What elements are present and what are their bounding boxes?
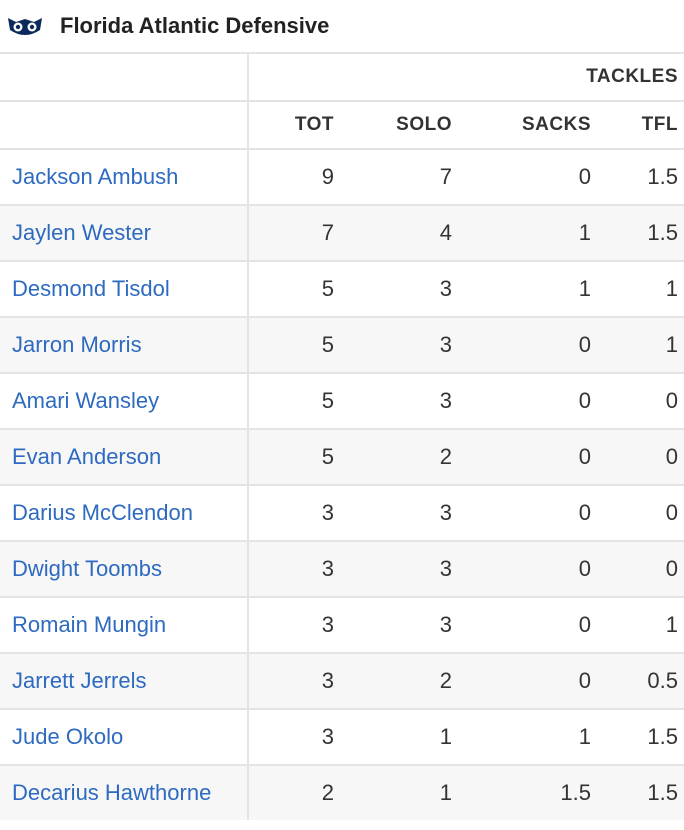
stat-cell: 1 bbox=[464, 260, 603, 317]
player-cell: Darius McClendon bbox=[0, 484, 249, 541]
stat-cell: 1.5 bbox=[464, 764, 603, 820]
player-link[interactable]: Darius McClendon bbox=[12, 500, 193, 525]
player-row: Decarius Hawthorne 2 1 1.5 1.5 bbox=[0, 764, 684, 820]
player-row: Darius McClendon 3 3 0 0 bbox=[0, 484, 684, 541]
player-row: Amari Wansley 5 3 0 0 bbox=[0, 372, 684, 429]
player-row: Jarron Morris 5 3 0 1 bbox=[0, 316, 684, 373]
stat-cell: 0 bbox=[464, 484, 603, 541]
player-cell: Dwight Toombs bbox=[0, 540, 249, 597]
player-link[interactable]: Evan Anderson bbox=[12, 444, 162, 469]
column-header: SOLO bbox=[346, 100, 464, 149]
player-link[interactable]: Jarrett Jerrels bbox=[12, 668, 147, 693]
stat-cell: 0 bbox=[464, 596, 603, 653]
player-link[interactable]: Jaylen Wester bbox=[12, 220, 151, 245]
player-link[interactable]: Amari Wansley bbox=[12, 388, 160, 413]
blank-header bbox=[0, 100, 249, 149]
player-link[interactable]: Jackson Ambush bbox=[12, 164, 179, 189]
stat-cell: 9 bbox=[248, 148, 346, 205]
stat-cell: 0.5 bbox=[603, 652, 684, 709]
stat-cell: 3 bbox=[346, 540, 464, 597]
stat-cell: 0 bbox=[464, 540, 603, 597]
stat-cell: 1 bbox=[346, 708, 464, 765]
stat-cell: 1.5 bbox=[603, 204, 684, 261]
player-row: Desmond Tisdol 5 3 1 1 bbox=[0, 260, 684, 317]
column-header: SACKS bbox=[464, 100, 603, 149]
stat-cell: 3 bbox=[346, 260, 464, 317]
stat-cell: 5 bbox=[248, 260, 346, 317]
player-cell: Romain Mungin bbox=[0, 596, 249, 653]
header: Florida Atlantic Defensive bbox=[0, 0, 684, 52]
stat-cell: 1 bbox=[603, 260, 684, 317]
player-row: Romain Mungin 3 3 0 1 bbox=[0, 596, 684, 653]
column-header-row: TOT SOLO SACKS TFL bbox=[0, 100, 684, 149]
stat-cell: 2 bbox=[346, 428, 464, 485]
stat-cell: 2 bbox=[248, 764, 346, 820]
stat-cell: 0 bbox=[603, 484, 684, 541]
player-cell: Jarron Morris bbox=[0, 316, 249, 373]
stat-cell: 1 bbox=[464, 708, 603, 765]
player-cell: Jackson Ambush bbox=[0, 148, 249, 205]
stat-cell: 0 bbox=[603, 372, 684, 429]
player-link[interactable]: Dwight Toombs bbox=[12, 556, 162, 581]
stats-table: TACKLES TOT SOLO SACKS TFL Jackson Ambush 9 7… bbox=[0, 52, 684, 820]
player-cell: Jarrett Jerrels bbox=[0, 652, 249, 709]
player-row: Jude Okolo 3 1 1 1.5 bbox=[0, 708, 684, 765]
player-cell: Jude Okolo bbox=[0, 708, 249, 765]
player-cell: Evan Anderson bbox=[0, 428, 249, 485]
player-row: Evan Anderson 5 2 0 0 bbox=[0, 428, 684, 485]
stat-cell: 5 bbox=[248, 428, 346, 485]
stat-cell: 3 bbox=[346, 316, 464, 373]
stat-cell: 1.5 bbox=[603, 148, 684, 205]
stat-cell: 1.5 bbox=[603, 764, 684, 820]
player-cell: Desmond Tisdol bbox=[0, 260, 249, 317]
stat-cell: 5 bbox=[248, 372, 346, 429]
group-header-row: TACKLES bbox=[0, 52, 684, 101]
group-header: TACKLES bbox=[248, 52, 684, 101]
stat-cell: 0 bbox=[603, 428, 684, 485]
stat-cell: 3 bbox=[346, 596, 464, 653]
player-cell: Decarius Hawthorne bbox=[0, 764, 249, 820]
player-cell: Jaylen Wester bbox=[0, 204, 249, 261]
stat-cell: 0 bbox=[603, 540, 684, 597]
stat-cell: 0 bbox=[464, 372, 603, 429]
stat-cell: 3 bbox=[346, 484, 464, 541]
stat-cell: 1 bbox=[346, 764, 464, 820]
stat-cell: 3 bbox=[346, 372, 464, 429]
stat-cell: 1 bbox=[603, 596, 684, 653]
player-link[interactable]: Romain Mungin bbox=[12, 612, 167, 637]
stat-cell: 1 bbox=[603, 316, 684, 373]
stat-cell: 3 bbox=[248, 708, 346, 765]
stat-cell: 0 bbox=[464, 428, 603, 485]
player-link[interactable]: Jarron Morris bbox=[12, 332, 142, 357]
player-link[interactable]: Decarius Hawthorne bbox=[12, 780, 212, 805]
player-cell: Amari Wansley bbox=[0, 372, 249, 429]
stat-cell: 1 bbox=[464, 204, 603, 261]
stat-cell: 3 bbox=[248, 596, 346, 653]
player-link[interactable]: Desmond Tisdol bbox=[12, 276, 170, 301]
column-header: TOT bbox=[248, 100, 346, 149]
team-logo bbox=[8, 18, 42, 35]
stat-cell: 3 bbox=[248, 540, 346, 597]
player-row: Jackson Ambush 9 7 0 1.5 bbox=[0, 148, 684, 205]
stat-cell: 3 bbox=[248, 652, 346, 709]
player-row: Jaylen Wester 7 4 1 1.5 bbox=[0, 204, 684, 261]
title: Florida Atlantic Defensive bbox=[60, 13, 330, 38]
stat-cell: 0 bbox=[464, 148, 603, 205]
player-row: Dwight Toombs 3 3 0 0 bbox=[0, 540, 684, 597]
column-header: TFL bbox=[603, 100, 684, 149]
stat-cell: 0 bbox=[464, 652, 603, 709]
stat-cell: 5 bbox=[248, 316, 346, 373]
stat-cell: 3 bbox=[248, 484, 346, 541]
blank-header bbox=[0, 52, 249, 101]
stat-cell: 7 bbox=[248, 204, 346, 261]
stat-cell: 4 bbox=[346, 204, 464, 261]
stat-cell: 2 bbox=[346, 652, 464, 709]
stat-cell: 0 bbox=[464, 316, 603, 373]
stat-cell: 7 bbox=[346, 148, 464, 205]
stat-cell: 1.5 bbox=[603, 708, 684, 765]
player-row: Jarrett Jerrels 3 2 0 0.5 bbox=[0, 652, 684, 709]
player-link[interactable]: Jude Okolo bbox=[12, 724, 124, 749]
